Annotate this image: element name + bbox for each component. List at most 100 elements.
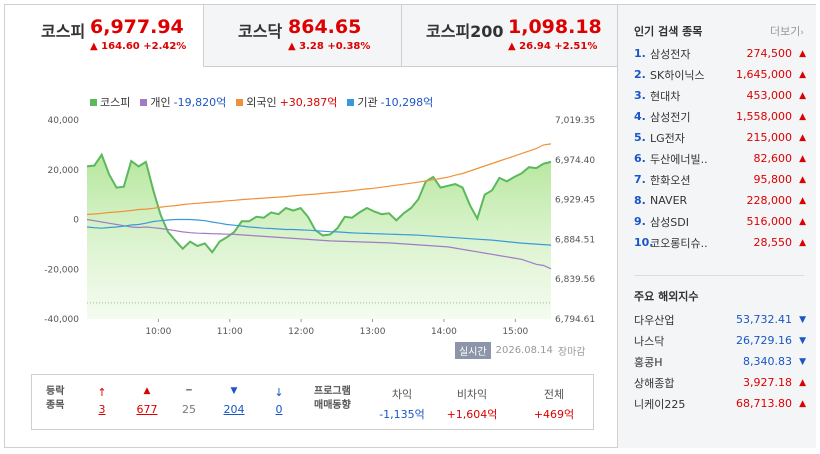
flat-count[interactable]: 25 — [182, 403, 196, 416]
side-panel: 인기 검색 종목 더보기› 1. 삼성전자 274,500 ▲ 2. SK하이닉스 1,64… — [617, 5, 816, 448]
x-tick-label: 11:00 — [217, 327, 243, 337]
list-item[interactable]: 8. NAVER 228,000 ▲ — [634, 190, 806, 211]
program-arbitrage: 차익 -1,135억 — [367, 375, 437, 422]
tab-name: 코스닥 — [238, 22, 283, 41]
tab-change: ▲ 26.94 +2.51% — [508, 41, 598, 52]
x-tick-label: 15:00 — [502, 327, 528, 337]
rank-number: 9. — [634, 215, 646, 228]
list-item[interactable]: 니케이225 68,713.80 ▲ — [634, 393, 806, 414]
tab-kosdaq[interactable]: 코스닥 864.65 ▲ 3.28 +0.38% — [203, 5, 401, 67]
down-count[interactable]: 204 — [223, 403, 245, 416]
list-item[interactable]: 9. 삼성SDI 516,000 ▲ — [634, 211, 806, 232]
down-icon: ▼ — [230, 386, 238, 396]
chart-legend: 코스피 개인 -19,820억 외국인 +30,387억 기관 -10,298억 — [90, 94, 433, 110]
rank-number: 10. — [634, 236, 654, 249]
legend-value: +30,387억 — [279, 96, 338, 109]
stock-name: 삼성전기 — [650, 110, 691, 124]
rank-number: 8. — [634, 194, 646, 207]
chevron-right-icon: › — [800, 28, 804, 38]
tab-name: 코스피200 — [426, 22, 504, 41]
legend-item-foreign[interactable]: 외국인 +30,387억 — [236, 94, 337, 110]
tab-price: 1,098.18 — [508, 16, 602, 38]
popular-list: 1. 삼성전자 274,500 ▲ 2. SK하이닉스 1,645,000 ▲ 3. 현대차 453… — [634, 43, 806, 253]
stock-price: 1,558,000 — [736, 110, 792, 123]
y-left-tick-label: -20,000 — [44, 265, 79, 275]
legend-item-institution[interactable]: 기관 -10,298억 — [347, 94, 433, 110]
realtime-badge: 실시간 — [455, 342, 491, 359]
list-item[interactable]: 1. 삼성전자 274,500 ▲ — [634, 43, 806, 64]
up-icon: ▲ — [143, 386, 151, 396]
stock-price: 95,800 — [753, 173, 793, 186]
legend-item-kospi[interactable]: 코스피 — [90, 94, 130, 110]
list-item[interactable]: 7. 한화오션 95,800 ▲ — [634, 169, 806, 190]
up-arrow-icon: ▲ — [799, 216, 806, 227]
list-item[interactable]: 5. LG전자 215,000 ▲ — [634, 127, 806, 148]
stock-name: SK하이닉스 — [650, 68, 705, 82]
list-item[interactable]: 3. 현대차 453,000 ▲ — [634, 85, 806, 106]
rank-number: 5. — [634, 131, 646, 144]
y-left-tick-label: 0 — [73, 216, 79, 226]
intraday-chart: 40,000 20,000 0 -20,000 -40,000 7,019.35 6,974… — [44, 116, 595, 337]
tab-kospi200[interactable]: 코스피200 1,098.18 ▲ 26.94 +2.51% — [401, 5, 617, 67]
lower-limit-count[interactable]: 0 — [275, 403, 283, 416]
down-arrow-icon: ▼ — [799, 314, 806, 325]
up-arrow-icon: ▲ — [799, 398, 806, 409]
stock-price: 215,000 — [746, 131, 793, 144]
up-arrow-icon: ▲ — [799, 69, 806, 80]
tab-kospi[interactable]: 코스피 6,977.94 ▲ 164.60 +2.42% — [5, 5, 203, 67]
program-head: 비차익 — [456, 388, 488, 401]
list-item[interactable]: 10. 코오롱티슈.. 28,550 ▲ — [634, 232, 806, 253]
index-price: 3,927.18 — [743, 376, 792, 389]
stock-price: 1,645,000 — [736, 68, 792, 81]
tab-price: 864.65 — [288, 16, 362, 38]
series-line-institution — [86, 218, 552, 246]
series-line-kospi — [86, 152, 552, 254]
program-value: +1,604억 — [446, 408, 498, 421]
up-arrow-icon: ▲ — [799, 377, 806, 388]
stock-name: 현대차 — [650, 89, 681, 103]
list-item[interactable]: 4. 삼성전기 1,558,000 ▲ — [634, 106, 806, 127]
rank-number: 6. — [634, 152, 646, 165]
stock-name: 코오롱티슈.. — [650, 236, 708, 250]
list-item[interactable]: 나스닥 26,729.16 ▼ — [634, 330, 806, 351]
stock-name: 삼성SDI — [650, 215, 689, 229]
legend-swatch — [347, 98, 355, 106]
up-arrow-icon: ▲ — [799, 174, 806, 185]
list-item[interactable]: 2. SK하이닉스 1,645,000 ▲ — [634, 64, 806, 85]
market-breadth: 등락 종목 ↑ 3 ▲ 677 ━ 25 ▼ 204 ↓ 0 프로그램 매매동향… — [31, 374, 594, 430]
up-arrow-icon: ▲ — [799, 48, 806, 59]
legend-item-individual[interactable]: 개인 -19,820억 — [140, 94, 226, 110]
list-item[interactable]: 6. 두산에너빌.. 82,600 ▲ — [634, 148, 806, 169]
stock-name: 삼성전자 — [650, 47, 691, 61]
y-right-tick-label: 6,974.40 — [555, 156, 595, 166]
stock-price: 274,500 — [746, 47, 793, 60]
y-right-tick-label: 7,019.35 — [555, 116, 595, 126]
list-item[interactable]: 홍콩H 8,340.83 ▼ — [634, 351, 806, 372]
list-item[interactable]: 상해종합 3,927.18 ▲ — [634, 372, 806, 393]
more-label: 더보기 — [770, 25, 801, 38]
divider — [634, 275, 804, 276]
overseas-title: 주요 해외지수 — [634, 290, 699, 303]
rank-number: 1. — [634, 47, 646, 60]
index-name: 니케이225 — [634, 397, 686, 411]
series-line-individual — [86, 218, 552, 270]
y-left-tick-label: -40,000 — [44, 315, 79, 325]
index-tabs: 코스피 6,977.94 ▲ 164.60 +2.42% 코스닥 864.65 … — [5, 5, 617, 67]
program-value: +469억 — [533, 408, 575, 421]
stock-name: LG전자 — [650, 131, 685, 145]
list-item[interactable]: 다우산업 53,732.41 ▼ — [634, 309, 806, 330]
rank-number: 2. — [634, 68, 646, 81]
up-arrow-icon: ▲ — [799, 111, 806, 122]
legend-value: -10,298억 — [380, 96, 434, 109]
legend-swatch — [236, 98, 244, 106]
more-link[interactable]: 더보기› — [770, 23, 804, 39]
up-arrow-icon: ▲ — [799, 153, 806, 164]
up-count[interactable]: 677 — [136, 403, 158, 416]
upper-limit-count[interactable]: 3 — [98, 403, 106, 416]
stock-name: 두산에너빌.. — [650, 152, 708, 166]
breadth-label: 등락 종목 — [46, 386, 65, 411]
market-status: 장마감 — [557, 347, 586, 358]
program-label: 프로그램 매매동향 — [314, 386, 351, 411]
tab-price: 6,977.94 — [90, 16, 184, 38]
legend-label: 기관 — [357, 96, 378, 109]
